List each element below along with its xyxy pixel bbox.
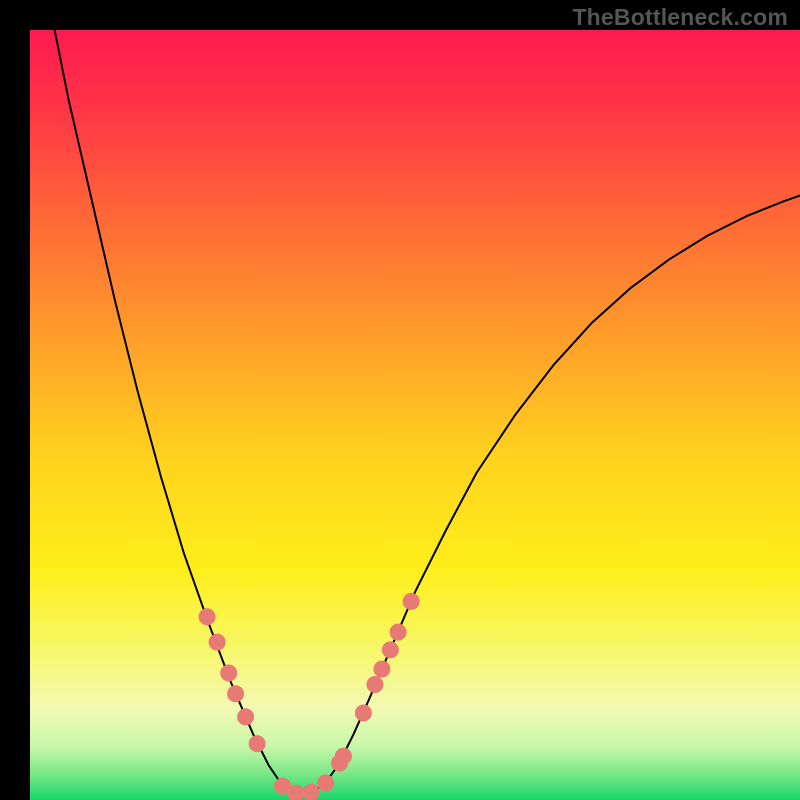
curve-marker bbox=[335, 748, 351, 764]
curve-marker bbox=[318, 775, 334, 791]
bottleneck-curve-chart bbox=[0, 0, 800, 800]
curve-marker bbox=[382, 642, 398, 658]
curve-marker bbox=[288, 785, 304, 800]
curve-marker bbox=[367, 677, 383, 693]
curve-marker bbox=[355, 705, 371, 721]
curve-marker bbox=[403, 593, 419, 609]
curve-marker bbox=[238, 709, 254, 725]
curve-marker bbox=[374, 661, 390, 677]
curve-marker bbox=[249, 736, 265, 752]
curve-marker bbox=[221, 665, 237, 681]
curve-marker bbox=[199, 609, 215, 625]
plot-background bbox=[30, 30, 800, 800]
curve-marker bbox=[390, 624, 406, 640]
curve-marker bbox=[209, 634, 225, 650]
curve-marker bbox=[228, 686, 244, 702]
curve-marker bbox=[303, 784, 319, 800]
chart-container: TheBottleneck.com bbox=[0, 0, 800, 800]
watermark-text: TheBottleneck.com bbox=[572, 4, 788, 31]
